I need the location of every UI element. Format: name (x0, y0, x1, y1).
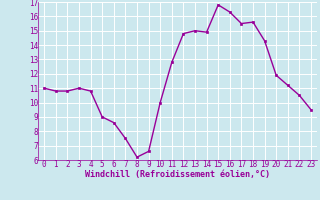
X-axis label: Windchill (Refroidissement éolien,°C): Windchill (Refroidissement éolien,°C) (85, 170, 270, 179)
